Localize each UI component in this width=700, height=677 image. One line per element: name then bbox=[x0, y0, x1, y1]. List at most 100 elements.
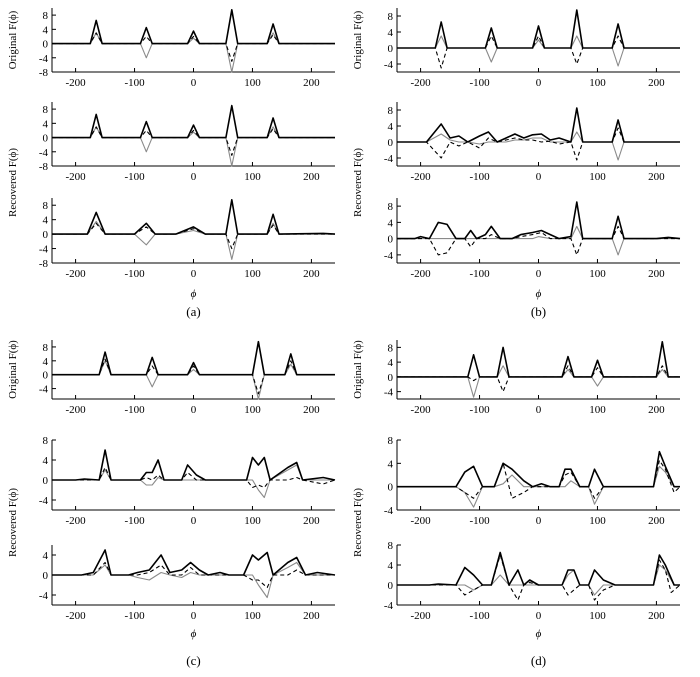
x-tick-label: 200 bbox=[648, 404, 665, 416]
y-tick-label: -4 bbox=[39, 495, 49, 507]
x-tick-label: -100 bbox=[124, 171, 145, 183]
y-tick-label: 8 bbox=[388, 105, 394, 117]
x-tick-label: -100 bbox=[469, 404, 490, 416]
y-axis-label-recovered: Recovered F(ϕ) bbox=[352, 148, 364, 217]
series-line-solid bbox=[397, 201, 681, 240]
series-line-solid bbox=[52, 9, 335, 45]
x-tick-label: 0 bbox=[536, 515, 542, 527]
x-tick-label: 0 bbox=[536, 171, 542, 183]
y-tick-label: 0 bbox=[388, 580, 394, 592]
series-line-dashed bbox=[52, 358, 335, 395]
y-tick-label: 8 bbox=[388, 435, 394, 447]
subplot-recovered: -4 0 4 8 -200 -100 0 100 200 bbox=[384, 435, 681, 527]
panel-label: (a) bbox=[186, 304, 200, 319]
y-tick-label: 4 bbox=[43, 118, 49, 130]
x-tick-label: 200 bbox=[648, 268, 665, 280]
series-line-gray bbox=[397, 564, 680, 596]
y-tick-label: 4 bbox=[388, 458, 394, 470]
y-tick-label: 0 bbox=[388, 43, 394, 55]
y-tick-label: 4 bbox=[388, 560, 394, 572]
y-tick-label: -4 bbox=[384, 387, 394, 399]
y-tick-label: -8 bbox=[39, 161, 49, 173]
x-tick-label: 100 bbox=[244, 77, 261, 89]
series-line-dashed bbox=[52, 32, 335, 62]
x-tick-label: 0 bbox=[191, 268, 197, 280]
series-line-solid bbox=[397, 341, 680, 378]
x-tick-label: 0 bbox=[191, 77, 197, 89]
series-line-dashed bbox=[397, 365, 680, 393]
subplot-recovered: -8 -4 0 4 8 -200 -100 0 100 200 bbox=[39, 198, 336, 280]
x-tick-label: 100 bbox=[589, 515, 606, 527]
series-line-dashed bbox=[52, 561, 335, 589]
x-tick-label: 0 bbox=[191, 404, 197, 416]
panel-label: (b) bbox=[531, 304, 546, 319]
subplot-recovered: -4 0 4 8 -200 -100 0 100 200 bbox=[39, 435, 336, 527]
y-tick-label: -4 bbox=[384, 153, 394, 165]
x-tick-label: -200 bbox=[410, 610, 431, 622]
series-line-gray bbox=[52, 561, 335, 599]
x-tick-label: 0 bbox=[536, 77, 542, 89]
y-tick-label: 0 bbox=[388, 482, 394, 494]
x-tick-label: 100 bbox=[244, 515, 261, 527]
series-line-solid bbox=[397, 551, 680, 586]
y-tick-label: 0 bbox=[43, 229, 49, 241]
y-tick-label: -8 bbox=[39, 258, 49, 270]
y-tick-label: 8 bbox=[43, 342, 49, 354]
series-line-solid bbox=[52, 340, 335, 376]
x-tick-label: 100 bbox=[244, 610, 261, 622]
series-line-dashed bbox=[52, 466, 336, 489]
x-tick-label: 0 bbox=[536, 268, 542, 280]
x-tick-label: 200 bbox=[648, 77, 665, 89]
x-tick-label: -100 bbox=[469, 268, 490, 280]
y-tick-label: 0 bbox=[43, 39, 49, 51]
y-tick-label: 4 bbox=[43, 215, 49, 227]
y-tick-label: 4 bbox=[43, 550, 49, 562]
y-tick-label: 0 bbox=[388, 234, 394, 246]
x-tick-label: 100 bbox=[244, 268, 261, 280]
y-tick-label: 0 bbox=[43, 475, 49, 487]
y-tick-label: 4 bbox=[388, 121, 394, 133]
y-tick-label: 8 bbox=[388, 342, 394, 354]
y-tick-label: 4 bbox=[388, 217, 394, 229]
y-tick-label: 0 bbox=[43, 370, 49, 382]
series-line-solid bbox=[397, 9, 680, 49]
x-tick-label: -200 bbox=[410, 404, 431, 416]
x-tick-label: 0 bbox=[191, 171, 197, 183]
x-tick-label: -100 bbox=[124, 610, 145, 622]
y-axis-label-original: Original F(ϕ) bbox=[352, 10, 364, 69]
y-tick-label: -4 bbox=[384, 250, 394, 262]
y-tick-label: 8 bbox=[43, 10, 49, 22]
x-tick-label: -100 bbox=[469, 77, 490, 89]
series-line-dashed bbox=[52, 222, 335, 250]
x-tick-label: -200 bbox=[65, 610, 86, 622]
y-tick-label: 8 bbox=[43, 435, 49, 447]
x-tick-label: -100 bbox=[124, 268, 145, 280]
y-axis-label-original: Original F(ϕ) bbox=[7, 10, 19, 69]
series-line-dashed bbox=[397, 459, 681, 499]
subplot-original: -4 0 4 8 -200 -100 0 100 200 bbox=[39, 340, 335, 416]
panel-label: (c) bbox=[186, 653, 200, 668]
x-tick-label: -100 bbox=[124, 404, 145, 416]
y-tick-label: 8 bbox=[388, 540, 394, 552]
y-tick-label: 8 bbox=[388, 11, 394, 23]
series-line-dashed bbox=[397, 225, 680, 256]
series-line-solid bbox=[397, 450, 680, 488]
panel-1: -8 -4 0 4 8 -200 -100 0 100 200 -8 -4 0 4 8 -200 -100 0 10… bbox=[7, 8, 336, 319]
subplot-recovered: -8 -4 0 4 8 -200 -100 0 100 200 bbox=[39, 102, 335, 183]
x-tick-label: 0 bbox=[536, 610, 542, 622]
series-line-gray bbox=[52, 126, 335, 167]
y-tick-label: 8 bbox=[43, 200, 49, 212]
y-axis-label-recovered: Recovered F(ϕ) bbox=[7, 148, 19, 217]
subplot-recovered: -4 0 4 8 -200 -100 0 100 200 bbox=[384, 102, 680, 183]
x-tick-label: -200 bbox=[410, 171, 431, 183]
series-line-dashed bbox=[397, 127, 680, 161]
x-tick-label: 100 bbox=[589, 404, 606, 416]
series-line-gray bbox=[397, 35, 680, 67]
y-axis-label-recovered: Recovered F(ϕ) bbox=[352, 488, 364, 557]
subplot-original: -4 0 4 8 -200 -100 0 100 200 bbox=[384, 340, 680, 416]
x-tick-label: 0 bbox=[191, 515, 197, 527]
x-tick-label: 200 bbox=[648, 515, 665, 527]
panel-2: -4 0 4 8 -200 -100 0 100 200 -4 0 4 8 -200 -100 0 100 200… bbox=[352, 8, 681, 319]
x-tick-label: 0 bbox=[191, 610, 197, 622]
